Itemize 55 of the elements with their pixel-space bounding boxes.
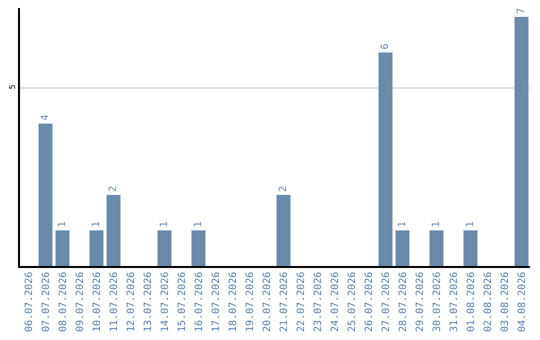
x-tick-label: 07.07.2026: [40, 272, 52, 332]
x-tick-label: 20.07.2026: [262, 272, 273, 332]
x-tick-label: 02.08.2026: [482, 272, 494, 332]
x-tick-label: 19.07.2026: [244, 272, 256, 332]
x-tick-label: 10.07.2026: [92, 272, 103, 332]
x-tick-label: 03.08.2026: [500, 272, 511, 332]
bar: [378, 52, 392, 266]
x-tick-label: 08.07.2026: [58, 272, 69, 332]
x-tick-label: 15.07.2026: [176, 272, 188, 332]
bar: [158, 230, 172, 266]
bar: [276, 194, 290, 266]
x-tick-label: 06.07.2026: [24, 272, 35, 332]
x-tick-label: 26.07.2026: [364, 272, 375, 332]
x-tick-label: 29.07.2026: [414, 272, 426, 332]
bar: [514, 16, 528, 266]
data-label: 1: [397, 221, 408, 228]
x-tick-label: 22.07.2026: [296, 272, 307, 332]
bar: [396, 230, 410, 266]
data-label: 7: [516, 8, 527, 14]
x-tick-label: 25.07.2026: [346, 272, 358, 332]
x-tick-label: 31.07.2026: [448, 272, 460, 332]
bar: [56, 230, 70, 266]
data-label: 4: [40, 114, 51, 121]
data-label: 1: [431, 221, 442, 228]
x-tick-label: 14.07.2026: [160, 272, 171, 332]
x-tick-label: 13.07.2026: [142, 272, 154, 332]
x-tick-label: 12.07.2026: [126, 272, 137, 332]
x-tick-label: 01.08.2026: [466, 272, 477, 332]
x-tick-label: 23.07.2026: [312, 272, 324, 332]
data-label: 1: [193, 221, 204, 228]
bar: [430, 230, 444, 266]
data-label: 1: [57, 221, 68, 228]
bar: [38, 124, 52, 266]
x-tick-label: 17.07.2026: [210, 272, 222, 332]
x-tick-label: 28.07.2026: [398, 272, 409, 332]
data-label: 2: [108, 186, 119, 192]
x-tick-label: 27.07.2026: [380, 272, 392, 332]
data-label: 6: [380, 43, 391, 50]
x-tick-label: 04.08.2026: [516, 272, 528, 332]
x-tick-label: 30.07.2026: [432, 272, 443, 332]
x-tick-label: 18.07.2026: [228, 272, 239, 332]
data-label: 1: [91, 221, 102, 228]
bar: [90, 230, 104, 266]
data-label: 1: [465, 221, 476, 228]
y-tick-label: 5: [8, 84, 18, 90]
x-tick-label: 09.07.2026: [74, 272, 86, 332]
bar: [106, 194, 120, 266]
data-label: 1: [159, 221, 170, 228]
x-tick-label: 24.07.2026: [330, 272, 341, 332]
data-label: 2: [278, 186, 289, 192]
x-tick-label: 21.07.2026: [278, 272, 290, 332]
bar: [464, 230, 478, 266]
x-tick-label: 16.07.2026: [194, 272, 205, 332]
bar: [192, 230, 206, 266]
x-tick-label: 11.07.2026: [108, 272, 120, 332]
